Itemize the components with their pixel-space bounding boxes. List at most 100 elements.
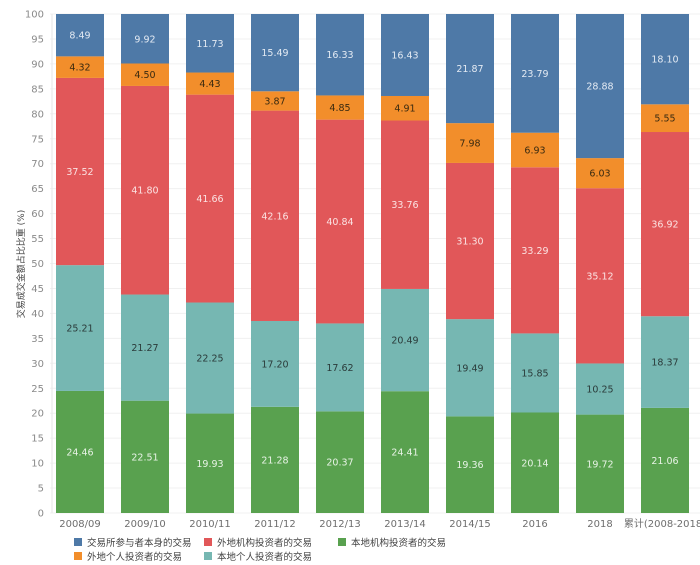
bar-segment: [56, 14, 104, 57]
data-label: 19.36: [456, 460, 483, 471]
legend-item: 外地个人投资者的交易: [74, 549, 182, 563]
data-label: 20.37: [326, 458, 353, 469]
data-label: 22.25: [196, 354, 223, 365]
y-tick-label: 100: [25, 10, 44, 21]
y-tick-label: 10: [31, 459, 44, 470]
data-label: 21.28: [261, 455, 288, 466]
bar-segment: [121, 63, 169, 86]
bars: 24.46 25.21 37.52 4.32 8.49 22.51 21.27 41.80 4.…: [56, 13, 689, 513]
data-label: 41.66: [196, 194, 223, 205]
bar-segment: [251, 91, 299, 111]
data-label: 24.46: [66, 447, 93, 458]
data-label: 5.55: [654, 114, 675, 125]
bar-segment: [576, 14, 624, 159]
y-tick-label: 80: [31, 109, 44, 120]
y-tick-label: 65: [31, 184, 44, 195]
bar-segment: [641, 407, 689, 513]
data-label: 6.93: [524, 146, 545, 157]
data-label: 4.50: [134, 70, 155, 81]
bar-segment: [186, 413, 234, 513]
data-label: 42.16: [261, 211, 288, 222]
x-tick-label: 2010/11: [189, 519, 231, 530]
data-label: 19.72: [586, 459, 613, 470]
data-label: 9.92: [134, 34, 155, 45]
bar-segment: [576, 158, 624, 189]
legend-item: 外地机构投资者的交易: [204, 535, 312, 549]
bar-segment: [316, 119, 364, 324]
data-label: 4.85: [329, 103, 350, 114]
bar-segment: [186, 302, 234, 414]
y-tick-label: 90: [31, 59, 44, 70]
y-tick-label: 45: [31, 284, 44, 295]
data-label: 24.41: [391, 448, 418, 459]
bar-segment: [316, 411, 364, 513]
bar-segment: [446, 416, 494, 513]
data-label: 18.10: [651, 55, 678, 66]
data-label: 8.49: [69, 31, 90, 42]
bar-segment: [316, 13, 364, 96]
legend-label: 本地机构投资者的交易: [351, 538, 447, 549]
y-tick-label: 25: [31, 384, 44, 395]
x-tick-label: 2018: [587, 519, 612, 530]
legend-swatch: [74, 538, 82, 546]
bar-segment: [121, 85, 169, 295]
data-label: 35.12: [586, 271, 613, 282]
legend-swatch: [204, 552, 212, 560]
data-label: 4.43: [199, 79, 220, 90]
data-label: 3.87: [264, 96, 285, 107]
data-label: 17.62: [326, 363, 353, 374]
y-tick-label: 35: [31, 334, 44, 345]
data-label: 16.33: [326, 50, 353, 61]
data-label: 36.92: [651, 220, 678, 231]
bar-segment: [251, 110, 299, 321]
data-label: 16.43: [391, 50, 418, 61]
legend-swatch: [74, 552, 82, 560]
data-label: 41.80: [131, 186, 158, 197]
y-tick-label: 50: [31, 259, 44, 270]
legend-item: 本地机构投资者的交易: [338, 535, 446, 549]
x-tick-label: 2014/15: [449, 519, 491, 530]
bar-segment: [641, 132, 689, 317]
bar-segment: [121, 294, 169, 401]
bar-segment: [511, 132, 559, 168]
bar-segment: [316, 323, 364, 412]
legend-label: 交易所参与者本身的交易: [87, 538, 192, 549]
data-label: 28.88: [586, 82, 613, 93]
data-label: 25.21: [66, 324, 93, 335]
data-label: 21.06: [651, 456, 678, 467]
data-label: 15.85: [521, 368, 548, 379]
data-label: 21.27: [131, 343, 158, 354]
data-label: 17.20: [261, 359, 288, 370]
bar-segment: [56, 77, 104, 266]
bar-segment: [641, 104, 689, 133]
data-label: 33.29: [521, 246, 548, 257]
y-tick-label: 55: [31, 234, 44, 245]
y-axis-label: 交易成交金额占比比重 (%): [15, 210, 27, 318]
bar-segment: [251, 320, 299, 407]
bar-segment: [186, 14, 234, 73]
data-label: 21.87: [456, 64, 483, 75]
data-label: 23.79: [521, 69, 548, 80]
y-tick-label: 15: [31, 434, 44, 445]
bar-segment: [511, 412, 559, 513]
x-tick-label: 2013/14: [384, 519, 426, 530]
stacked-bar-chart: 0 5 10 15 20 25 30 35 40 45 50 55 60 65 70 75 80 85 90 95 10…: [15, 10, 700, 530]
y-tick-label: 70: [31, 159, 44, 170]
bar-segment: [511, 14, 559, 133]
legend-swatch: [338, 538, 346, 546]
y-tick-label: 95: [31, 34, 44, 45]
bar-segment: [56, 265, 104, 391]
data-label: 11.73: [196, 39, 223, 50]
bar-segment: [56, 56, 104, 78]
data-label: 19.93: [196, 459, 223, 470]
legend-item: 本地个人投资者的交易: [204, 549, 312, 563]
data-label: 37.52: [66, 167, 93, 178]
legend-label: 本地个人投资者的交易: [217, 552, 313, 563]
bar-segment: [641, 14, 689, 105]
data-label: 20.49: [391, 336, 418, 347]
bar-segment: [121, 400, 169, 513]
x-tick-label: 2009/10: [124, 519, 166, 530]
x-tick-label: 2008/09: [59, 519, 101, 530]
bar-segment: [446, 14, 494, 124]
bar-segment: [56, 390, 104, 513]
